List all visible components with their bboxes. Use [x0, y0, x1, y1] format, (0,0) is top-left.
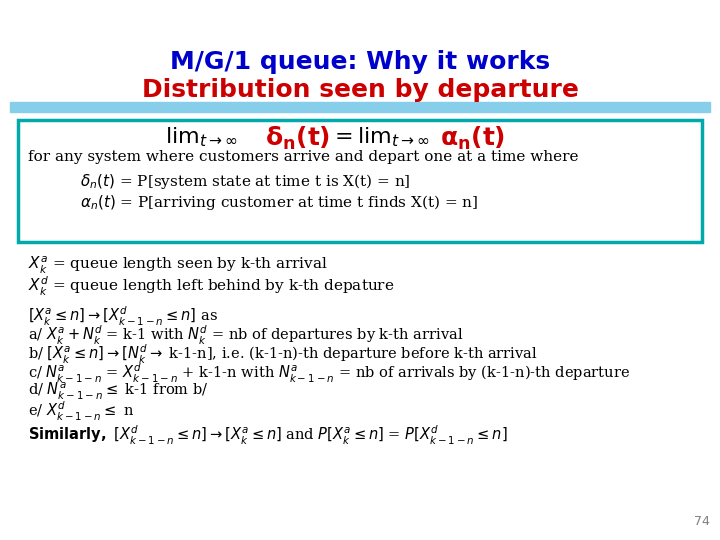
Text: 74: 74 [694, 515, 710, 528]
Text: $\mathbf{Similarly,}$ $[X^d_{k-1-n} \leq n] \rightarrow [X^a_k \leq n]$ and $P[X: $\mathbf{Similarly,}$ $[X^d_{k-1-n} \leq… [28, 424, 508, 447]
Text: $[X^a_k \leq n] \rightarrow [X^d_{k-1-n} \leq n]$ as: $[X^a_k \leq n] \rightarrow [X^d_{k-1-n}… [28, 305, 218, 328]
Text: $\mathbf{\delta_n(t)}$: $\mathbf{\delta_n(t)}$ [265, 125, 330, 152]
Text: $\delta_n(t)$ = P[system state at time t is X(t) = n]: $\delta_n(t)$ = P[system state at time t… [80, 172, 410, 191]
Text: e/ $X^d_{k-1-n} \leq$ n: e/ $X^d_{k-1-n} \leq$ n [28, 400, 135, 423]
Text: b/ $[X^a_k \leq n] \rightarrow [N^d_k \rightarrow$ k-1-n], i.e. (k-1-n)-th depar: b/ $[X^a_k \leq n] \rightarrow [N^d_k \r… [28, 343, 538, 366]
Text: Distribution seen by departure: Distribution seen by departure [142, 78, 578, 102]
Text: $X^a_k$ = queue length seen by k-th arrival: $X^a_k$ = queue length seen by k-th arri… [28, 255, 328, 276]
Text: $= \mathrm{lim}_{t\rightarrow\infty}$: $= \mathrm{lim}_{t\rightarrow\infty}$ [330, 125, 430, 148]
Text: M/G/1 queue: Why it works: M/G/1 queue: Why it works [170, 50, 550, 74]
Text: d/ $N^a_{k-1-n} \leq$ k-1 from b/: d/ $N^a_{k-1-n} \leq$ k-1 from b/ [28, 381, 209, 402]
Text: $\mathrm{lim}_{t\rightarrow\infty}$: $\mathrm{lim}_{t\rightarrow\infty}$ [165, 125, 238, 148]
FancyBboxPatch shape [18, 120, 702, 242]
Text: $\mathbf{\alpha_n(t)}$: $\mathbf{\alpha_n(t)}$ [440, 125, 505, 152]
Text: for any system where customers arrive and depart one at a time where: for any system where customers arrive an… [28, 150, 578, 164]
Text: $X^d_k$ = queue length left behind by k-th depature: $X^d_k$ = queue length left behind by k-… [28, 275, 395, 298]
Text: a/ $X^a_k + N^d_k$ = k-1 with $N^d_k$ = nb of departures by k-th arrival: a/ $X^a_k + N^d_k$ = k-1 with $N^d_k$ = … [28, 324, 464, 347]
Text: c/ $N^a_{k-1-n}$ = $X^d_{k-1-n}$ + k-1-n with $N^a_{k-1-n}$ = nb of arrivals by : c/ $N^a_{k-1-n}$ = $X^d_{k-1-n}$ + k-1-n… [28, 362, 630, 385]
Bar [10, 102, 710, 112]
Text: $\alpha_n(t)$ = P[arriving customer at time t finds X(t) = n]: $\alpha_n(t)$ = P[arriving customer at t… [80, 193, 478, 212]
